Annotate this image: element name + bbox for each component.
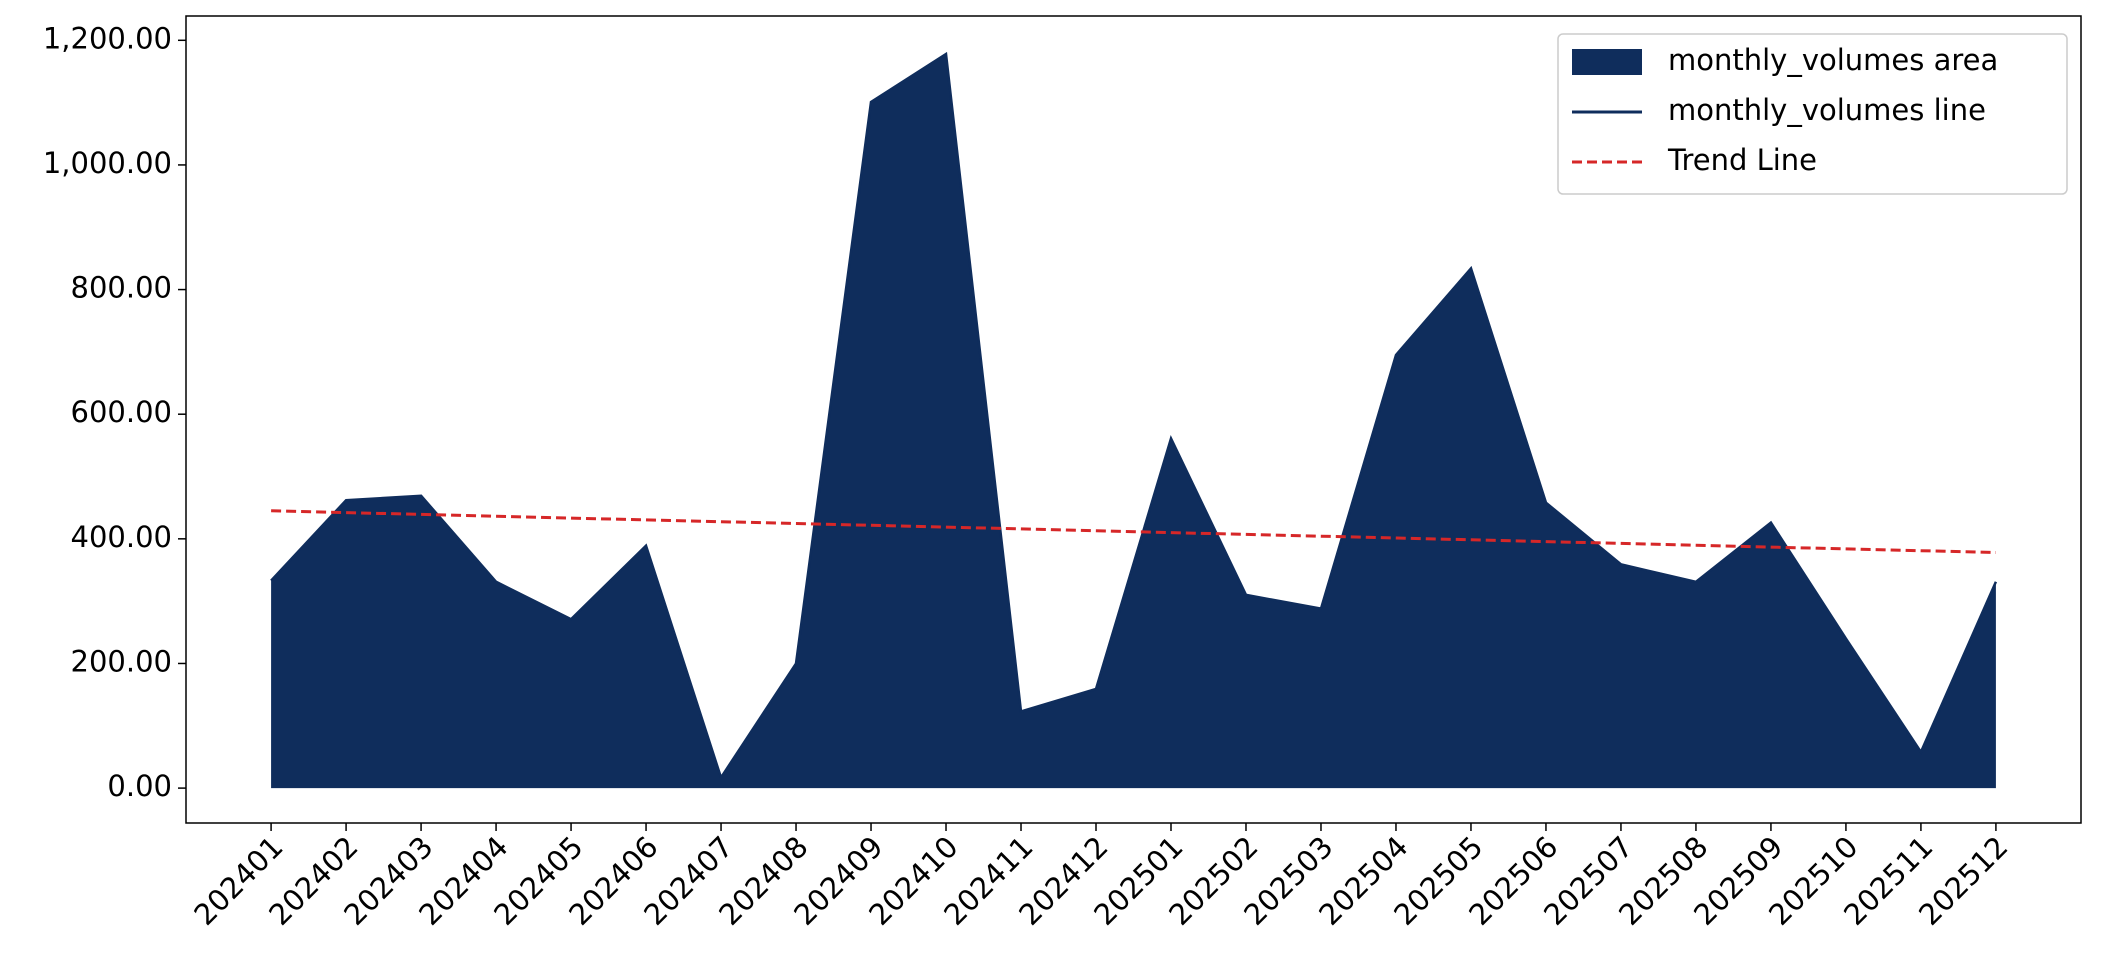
legend-box <box>1557 33 2068 195</box>
legend-label: Trend Line <box>1667 143 1817 177</box>
y-tick-label: 0.00 <box>107 769 172 803</box>
legend-label: monthly_volumes line <box>1668 93 1986 127</box>
y-tick-label: 1,200.00 <box>43 21 172 55</box>
plot-frame <box>185 15 2082 824</box>
y-tick-label: 1,000.00 <box>43 146 172 180</box>
legend-label: monthly_volumes area <box>1668 43 1998 77</box>
y-tick-label: 400.00 <box>71 520 172 554</box>
y-tick-label: 800.00 <box>71 271 172 305</box>
area <box>271 54 1996 789</box>
y-tick-label: 600.00 <box>71 395 172 429</box>
line <box>270 51 1998 781</box>
y-tick-label: 200.00 <box>71 644 172 678</box>
legend-swatch <box>1572 49 1642 75</box>
trend-line <box>271 509 1996 554</box>
